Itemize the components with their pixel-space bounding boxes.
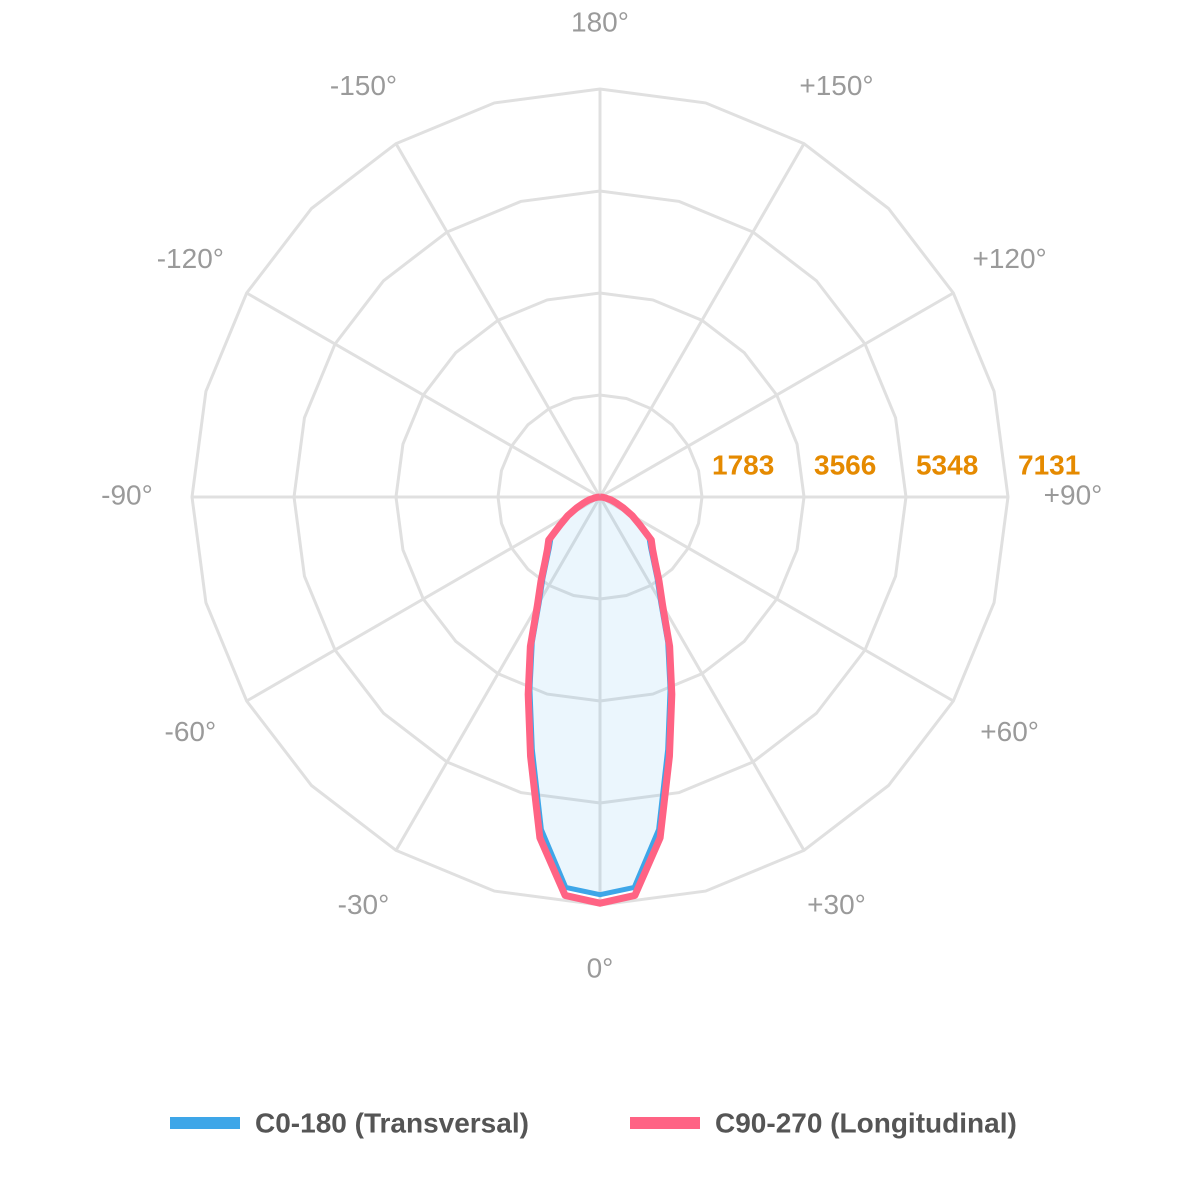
angle-label: +90° — [1044, 479, 1103, 510]
grid-spoke — [599, 495, 955, 703]
legend-label[interactable]: C0-180 (Transversal) — [255, 1107, 529, 1138]
angle-label: -120° — [157, 243, 224, 274]
angle-label: -150° — [330, 70, 397, 101]
grid-spoke — [245, 291, 601, 499]
angle-label: +120° — [972, 243, 1046, 274]
grid-spoke — [598, 496, 806, 852]
series-line — [527, 494, 673, 898]
series-line — [524, 493, 676, 907]
radial-tick-label: 5348 — [916, 449, 978, 480]
angle-label: -30° — [338, 889, 390, 920]
grid-spoke — [394, 496, 602, 852]
grid-spoke — [598, 142, 806, 498]
radial-tick-label: 3566 — [814, 449, 876, 480]
grid-spoke — [599, 291, 955, 499]
angle-label: +150° — [799, 70, 873, 101]
grid-spoke — [245, 495, 601, 703]
grid-spoke — [394, 142, 602, 498]
radial-tick-label: 7131 — [1018, 449, 1080, 480]
legend-label[interactable]: C90-270 (Longitudinal) — [715, 1107, 1017, 1138]
angle-label: 180° — [571, 6, 629, 37]
angle-label: -60° — [165, 716, 217, 747]
angle-label: +60° — [980, 716, 1039, 747]
radial-tick-label: 1783 — [712, 449, 774, 480]
angle-label: -90° — [101, 479, 153, 510]
angle-label: 0° — [587, 952, 614, 983]
angle-label: +30° — [807, 889, 866, 920]
